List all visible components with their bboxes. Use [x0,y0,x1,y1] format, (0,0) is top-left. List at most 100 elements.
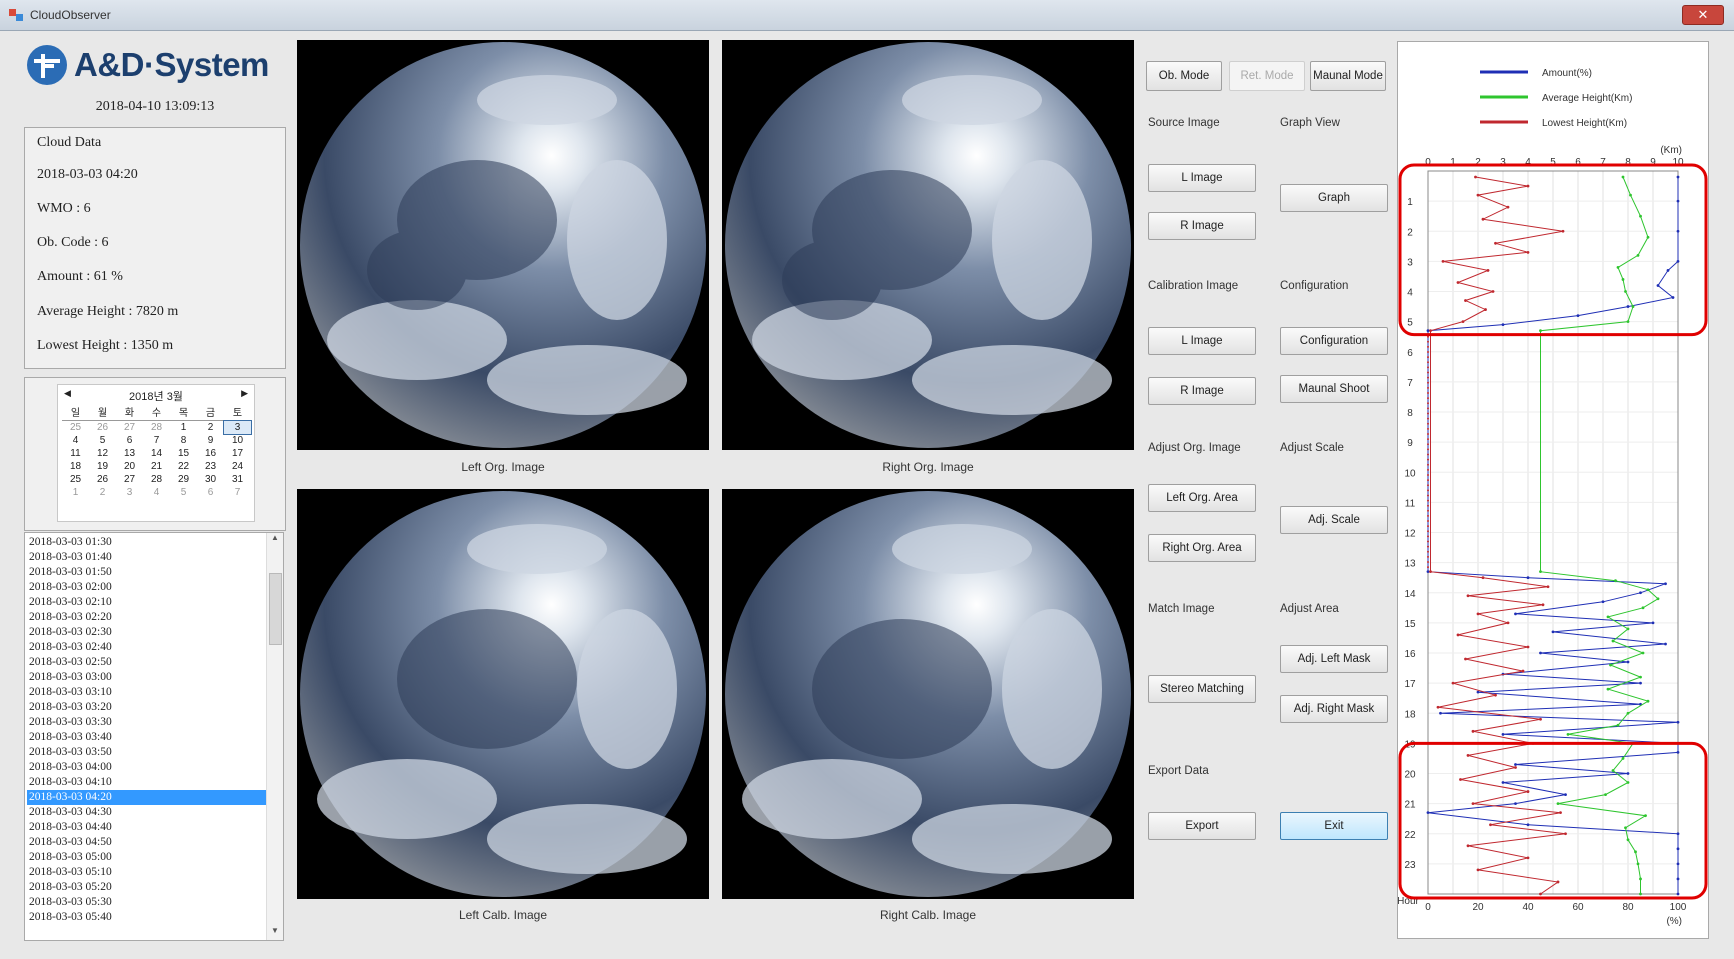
ob-mode-button[interactable]: Ob. Mode [1146,61,1222,91]
list-scrollbar[interactable]: ▲ ▼ [266,533,283,940]
time-list-item[interactable]: 2018-03-03 05:40 [29,911,112,923]
time-list-item[interactable]: 2018-03-03 04:30 [29,806,112,818]
calendar-day[interactable]: 19 [96,461,109,472]
calendar-day[interactable]: 11 [70,448,81,459]
time-list-item[interactable]: 2018-03-03 05:20 [29,881,112,893]
time-list-item[interactable]: 2018-03-03 05:30 [29,896,112,908]
time-list-item[interactable]: 2018-03-03 05:10 [29,866,112,878]
time-list-item[interactable]: 2018-03-03 03:40 [29,731,112,743]
exit-button[interactable]: Exit [1280,812,1388,840]
time-list-item[interactable]: 2018-03-03 02:00 [29,581,112,593]
calendar-day[interactable]: 29 [177,474,190,485]
scroll-down-icon[interactable]: ▼ [271,926,279,935]
time-list-item[interactable]: 2018-03-03 02:40 [29,641,112,653]
time-list[interactable]: 2018-03-03 01:30 2018-03-03 01:40 2018-03-… [24,532,284,941]
left-calb-image[interactable] [297,489,709,899]
calendar-day[interactable]: 24 [231,461,244,472]
calendar-day[interactable]: 10 [231,435,244,446]
calendar-prev-button[interactable]: ◀ [64,388,71,398]
calendar-day[interactable]: 13 [123,448,136,459]
time-list-item[interactable]: 2018-03-03 03:20 [29,701,112,713]
calendar-day[interactable]: 2 [99,487,106,498]
calendar-day[interactable]: 26 [96,474,109,485]
close-button[interactable]: ✕ [1682,5,1724,25]
time-list-item[interactable]: 2018-03-03 01:30 [29,536,112,548]
source-r-image-button[interactable]: R Image [1148,212,1256,240]
adj-left-mask-button[interactable]: Adj. Left Mask [1280,645,1388,673]
calendar-day[interactable]: 2 [207,422,214,433]
calibration-l-image-button[interactable]: L Image [1148,327,1256,355]
graph-button[interactable]: Graph [1280,184,1388,212]
calendar-day[interactable]: 14 [150,448,163,459]
calendar-day[interactable]: 28 [150,474,163,485]
manual-shoot-button[interactable]: Maunal Shoot [1280,375,1388,403]
time-list-item[interactable]: 2018-03-03 04:50 [29,836,112,848]
calendar-day[interactable]: 17 [231,448,244,459]
calendar-day[interactable]: 20 [123,461,136,472]
stereo-matching-button[interactable]: Stereo Matching [1148,675,1256,703]
calendar-day[interactable]: 6 [126,435,133,446]
manual-mode-button[interactable]: Maunal Mode [1310,61,1386,91]
configuration-button[interactable]: Configuration [1280,327,1388,355]
calendar-day[interactable]: 23 [204,461,217,472]
calendar-day[interactable]: 7 [153,435,160,446]
time-list-item[interactable]: 2018-03-03 02:50 [29,656,112,668]
time-list-item[interactable]: 2018-03-03 03:10 [29,686,112,698]
time-list-item[interactable]: 2018-03-03 04:10 [29,776,112,788]
calendar-day[interactable]: 1 [180,422,187,433]
time-list-item[interactable]: 2018-03-03 05:00 [29,851,112,863]
source-l-image-button[interactable]: L Image [1148,164,1256,192]
calendar-day[interactable]: 30 [204,474,217,485]
calendar-day[interactable]: 16 [204,448,217,459]
scroll-up-icon[interactable]: ▲ [271,533,279,542]
right-calb-image[interactable] [722,489,1134,899]
right-org-area-button[interactable]: Right Org. Area [1148,534,1256,562]
time-list-item[interactable]: 2018-03-03 03:50 [29,746,112,758]
time-list-item[interactable]: 2018-03-03 03:30 [29,716,112,728]
time-list-item[interactable]: 2018-03-03 02:20 [29,611,112,623]
time-list-item[interactable]: 2018-03-03 04:40 [29,821,112,833]
calendar-next-button[interactable]: ▶ [241,388,248,398]
calendar-day[interactable]: 22 [177,461,190,472]
calendar-day[interactable]: 7 [234,487,241,498]
calendar-day[interactable]: 6 [207,487,214,498]
calendar-day[interactable]: 9 [207,435,214,446]
time-list-item[interactable]: 2018-03-03 02:30 [29,626,112,638]
scroll-thumb[interactable] [269,573,282,645]
calendar-day[interactable]: 5 [99,435,106,446]
time-list-item[interactable]: 2018-03-03 03:00 [29,671,112,683]
calendar-day[interactable]: 8 [180,435,187,446]
adj-scale-button[interactable]: Adj. Scale [1280,506,1388,534]
time-list-item[interactable]: 2018-03-03 04:20 [27,790,267,805]
time-list-item[interactable]: 2018-03-03 01:50 [29,566,112,578]
left-org-image[interactable] [297,40,709,450]
calendar-day[interactable]: 3 [223,419,252,435]
calendar-day[interactable]: 21 [150,461,163,472]
time-list-item[interactable]: 2018-03-03 04:00 [29,761,112,773]
export-button[interactable]: Export [1148,812,1256,840]
calendar-day[interactable]: 27 [123,474,136,485]
time-list-item[interactable]: 2018-03-03 02:10 [29,596,112,608]
calendar-day[interactable]: 25 [69,474,82,485]
calendar-day[interactable]: 5 [180,487,187,498]
calendar-day[interactable]: 18 [69,461,82,472]
calendar-day[interactable]: 15 [177,448,190,459]
adj-right-mask-button[interactable]: Adj. Right Mask [1280,695,1388,723]
calendar-day[interactable]: 31 [231,474,244,485]
calendar-day[interactable]: 26 [96,422,109,433]
calendar-day[interactable]: 3 [126,487,133,498]
calendar-day[interactable]: 4 [72,435,79,446]
calendar-day[interactable]: 12 [96,448,109,459]
time-list-item[interactable]: 2018-03-03 01:40 [29,551,112,563]
left-org-area-button[interactable]: Left Org. Area [1148,484,1256,512]
right-org-image[interactable] [722,40,1134,450]
calendar-day[interactable]: 28 [150,422,163,433]
calendar-day[interactable]: 1 [72,487,79,498]
calendar-day[interactable]: 25 [69,422,82,433]
data-point [1634,850,1637,854]
calendar-day[interactable]: 4 [153,487,160,498]
calendar-day[interactable]: 27 [123,422,136,433]
calibration-r-image-button[interactable]: R Image [1148,377,1256,405]
ret-mode-button[interactable]: Ret. Mode [1229,61,1305,91]
